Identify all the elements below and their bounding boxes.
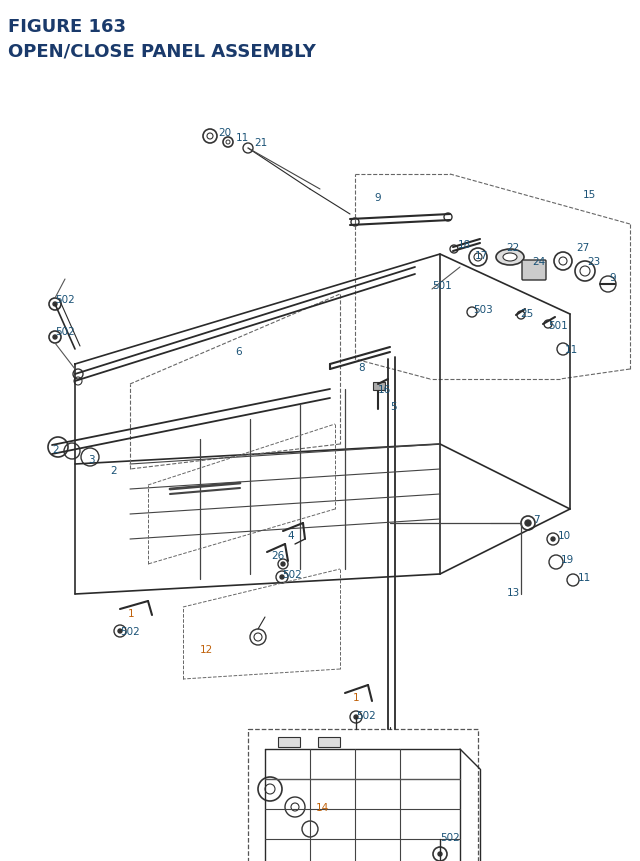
Text: 22: 22 xyxy=(506,243,519,253)
Text: 8: 8 xyxy=(358,362,365,373)
Text: 501: 501 xyxy=(548,320,568,331)
Text: 21: 21 xyxy=(254,138,268,148)
Text: 502: 502 xyxy=(440,832,460,842)
Circle shape xyxy=(53,336,57,339)
Text: 1: 1 xyxy=(128,608,134,618)
Text: 18: 18 xyxy=(458,239,471,250)
Text: 11: 11 xyxy=(236,133,249,143)
Text: 9: 9 xyxy=(374,193,381,202)
Text: 503: 503 xyxy=(473,305,493,314)
Text: 2: 2 xyxy=(52,444,59,455)
Text: 25: 25 xyxy=(520,308,533,319)
Text: 2: 2 xyxy=(110,466,116,475)
Text: 1: 1 xyxy=(353,692,360,703)
Text: 17: 17 xyxy=(475,251,488,261)
Text: 23: 23 xyxy=(587,257,600,267)
Ellipse shape xyxy=(503,254,517,262)
Text: FIGURE 163: FIGURE 163 xyxy=(8,18,126,36)
Bar xyxy=(278,737,300,747)
Text: 502: 502 xyxy=(282,569,301,579)
Circle shape xyxy=(525,520,531,526)
Text: 14: 14 xyxy=(316,802,329,812)
Text: 15: 15 xyxy=(583,189,596,200)
Text: 502: 502 xyxy=(120,626,140,636)
Text: 502: 502 xyxy=(356,710,376,720)
Text: 3: 3 xyxy=(88,455,95,464)
Text: 24: 24 xyxy=(532,257,545,267)
Text: 502: 502 xyxy=(55,294,75,305)
Text: 9: 9 xyxy=(609,273,616,282)
Text: 11: 11 xyxy=(578,573,591,582)
Text: 16: 16 xyxy=(378,385,391,394)
Text: 502: 502 xyxy=(55,326,75,337)
Circle shape xyxy=(280,575,284,579)
Text: 19: 19 xyxy=(561,554,574,564)
Text: 6: 6 xyxy=(235,347,242,356)
Circle shape xyxy=(281,562,285,567)
Text: 11: 11 xyxy=(565,344,579,355)
Bar xyxy=(373,382,385,391)
Circle shape xyxy=(53,303,57,307)
Text: OPEN/CLOSE PANEL ASSEMBLY: OPEN/CLOSE PANEL ASSEMBLY xyxy=(8,42,316,60)
Text: 501: 501 xyxy=(432,281,452,291)
Circle shape xyxy=(438,852,442,856)
Ellipse shape xyxy=(496,250,524,266)
Bar xyxy=(248,729,478,861)
Text: 7: 7 xyxy=(533,514,540,524)
Circle shape xyxy=(118,629,122,633)
Text: 12: 12 xyxy=(200,644,213,654)
Text: 26: 26 xyxy=(271,550,284,561)
Bar xyxy=(318,737,340,747)
Text: 4: 4 xyxy=(287,530,294,541)
Text: 27: 27 xyxy=(576,243,589,253)
Text: 5: 5 xyxy=(390,401,397,412)
Text: 20: 20 xyxy=(218,127,231,138)
FancyBboxPatch shape xyxy=(522,261,546,281)
Circle shape xyxy=(354,715,358,719)
Text: 13: 13 xyxy=(507,587,520,598)
Circle shape xyxy=(551,537,555,542)
Text: 10: 10 xyxy=(558,530,571,541)
